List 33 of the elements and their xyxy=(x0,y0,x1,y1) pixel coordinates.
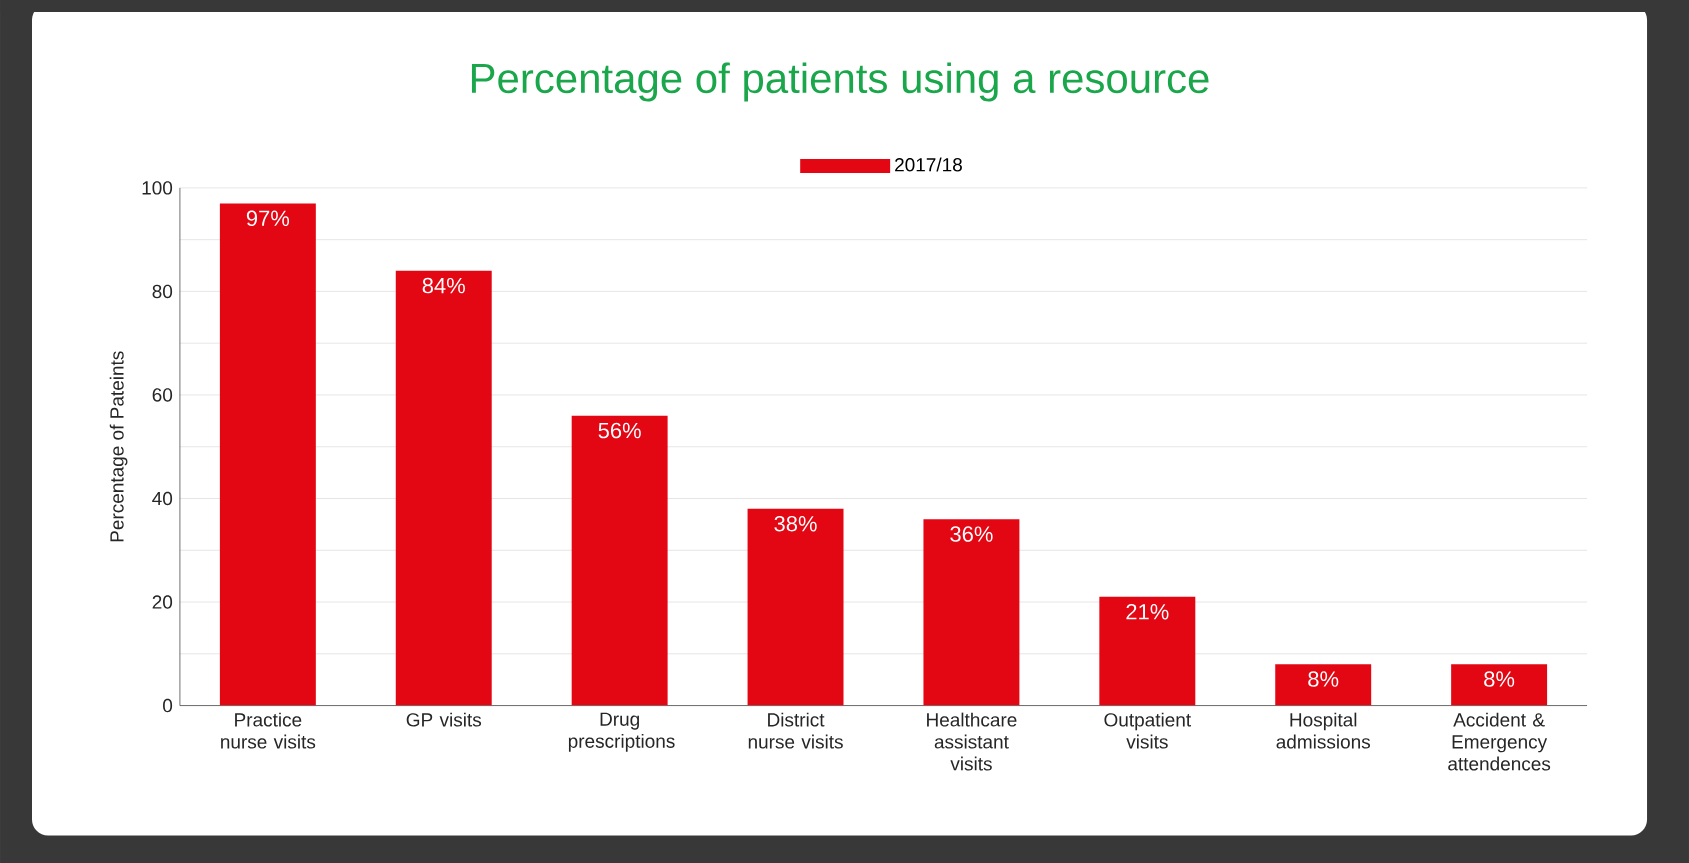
x-tick-label: Drug prescriptions xyxy=(568,712,675,752)
x-tick-label: Accident & Emergency attendences xyxy=(1448,712,1551,771)
bar xyxy=(1099,596,1196,706)
data-label: 97% xyxy=(246,210,290,226)
x-tick-label: Outpatient visits xyxy=(1104,712,1191,749)
bar xyxy=(395,270,492,706)
x-tick-label: Practice nurse visits xyxy=(221,712,316,749)
y-tick-label: 20 xyxy=(152,595,173,609)
bar xyxy=(923,518,1020,706)
x-tick-label: District nurse visits xyxy=(748,712,843,749)
y-tick-label: 60 xyxy=(152,388,173,402)
data-label: 84% xyxy=(422,277,465,294)
data-label: 38% xyxy=(774,515,817,532)
data-label: 21% xyxy=(1126,603,1169,620)
data-label: 8% xyxy=(1484,671,1515,687)
x-tick-label: Healthcare assistant visits xyxy=(927,712,1017,771)
x-tick-label: GP visits xyxy=(406,712,482,727)
y-tick-label: 80 xyxy=(152,284,173,298)
bar xyxy=(219,203,316,706)
x-tick-label: Hospital admissions xyxy=(1276,712,1370,749)
data-label: 56% xyxy=(598,422,641,439)
bar xyxy=(1451,663,1548,706)
y-tick-label: 40 xyxy=(152,491,173,505)
bar xyxy=(1275,663,1372,706)
data-label: 36% xyxy=(950,526,993,542)
y-axis-title: Percentage of Pateints xyxy=(109,351,128,541)
y-tick-label: 100 xyxy=(142,180,173,195)
chart-title: Percentage of patients using a resource xyxy=(471,62,1209,102)
bar xyxy=(571,415,668,706)
bar xyxy=(747,508,844,706)
y-tick-label: 0 xyxy=(163,698,173,713)
legend-label: 2017/18 xyxy=(895,157,962,172)
data-label: 8% xyxy=(1308,671,1339,687)
